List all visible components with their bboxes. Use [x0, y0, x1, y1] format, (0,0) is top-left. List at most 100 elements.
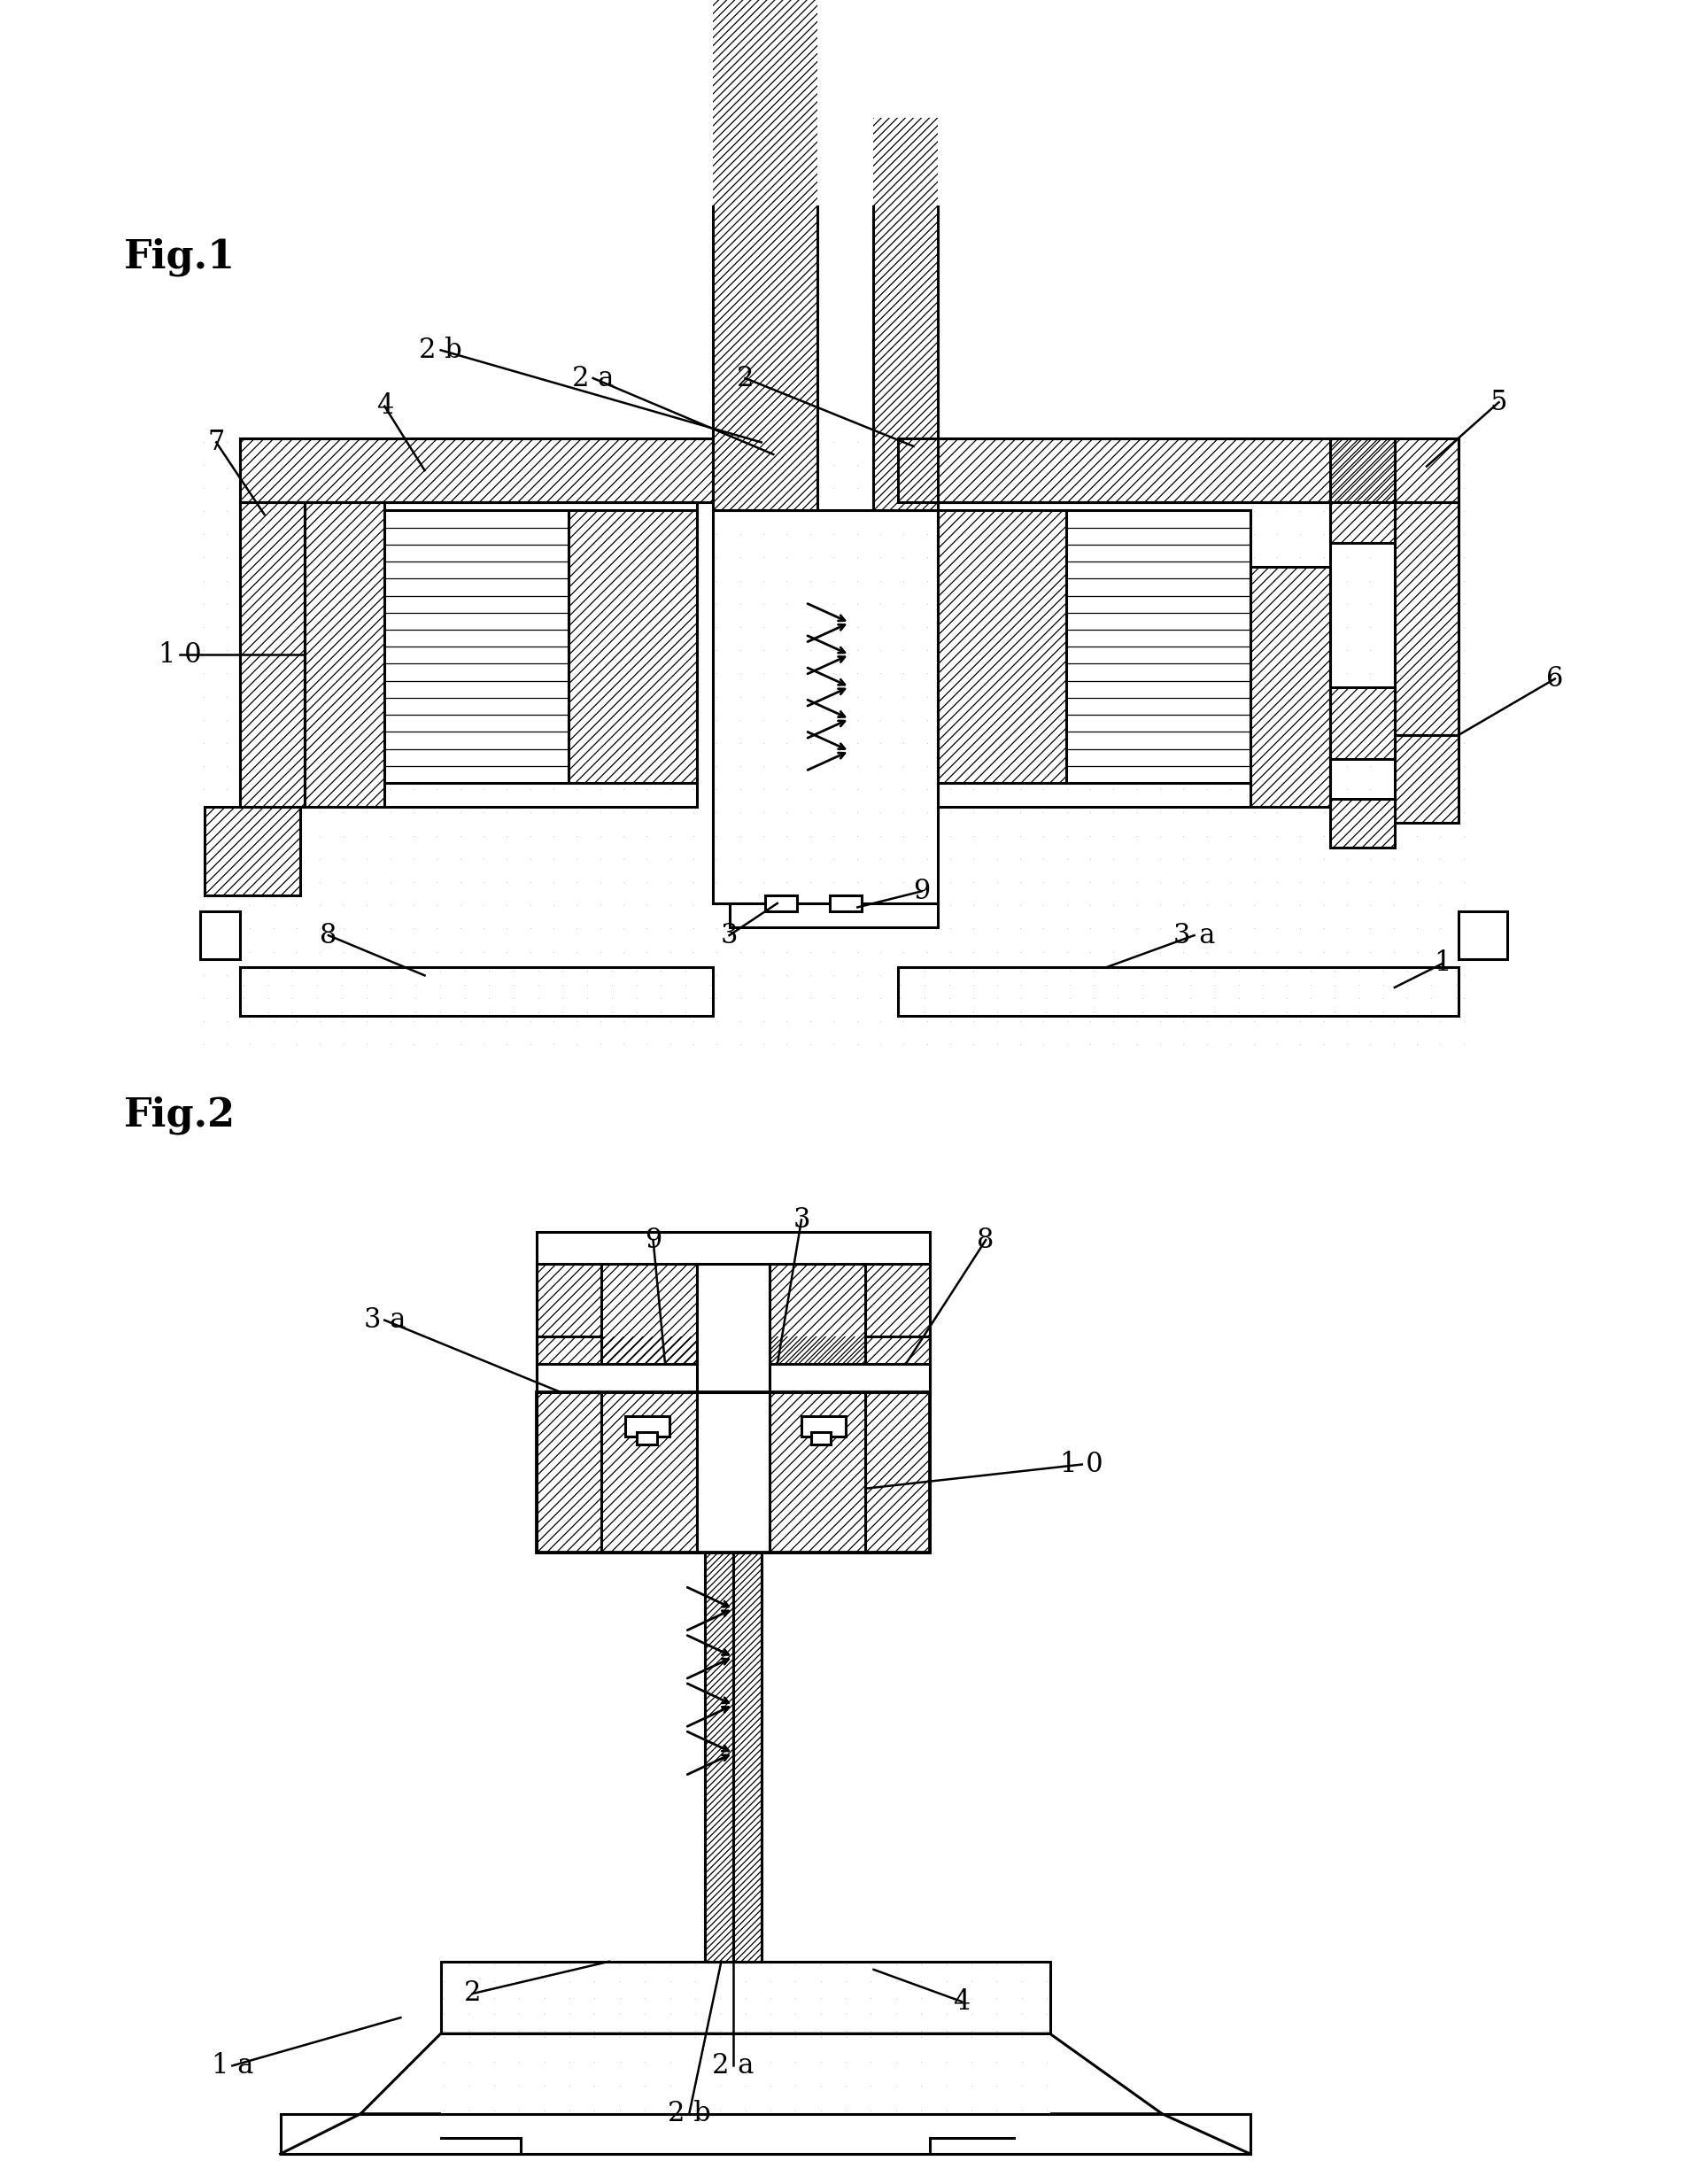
Text: 2: 2	[737, 365, 754, 391]
Bar	[240, 502, 304, 808]
Bar	[1331, 686, 1395, 760]
Bar	[240, 439, 714, 502]
Bar	[1395, 502, 1459, 736]
Text: 4: 4	[376, 393, 393, 419]
Bar	[1395, 502, 1459, 736]
Bar	[714, 0, 818, 511]
Bar	[897, 439, 1459, 502]
Text: Fig.1: Fig.1	[125, 238, 236, 277]
Bar	[811, 1433, 832, 1444]
Text: 5: 5	[1490, 389, 1508, 415]
Bar	[204, 808, 300, 895]
Bar	[440, 2033, 1049, 2114]
Bar	[536, 1337, 930, 1365]
Bar	[1250, 566, 1331, 808]
Bar	[729, 904, 938, 928]
Text: 3 a: 3 a	[364, 1306, 405, 1334]
Text: 2 a: 2 a	[712, 2053, 754, 2079]
Bar	[240, 502, 304, 808]
Bar	[769, 1265, 865, 1553]
Bar	[1331, 439, 1395, 542]
Bar	[240, 502, 304, 808]
Bar	[705, 1553, 734, 1961]
Bar	[280, 2114, 1250, 2153]
Bar	[897, 968, 1459, 1016]
Bar	[734, 1553, 761, 1961]
Bar	[714, 0, 818, 511]
Bar	[769, 1265, 865, 1553]
Bar	[1331, 799, 1395, 847]
Text: 1 0: 1 0	[159, 642, 202, 668]
Bar	[1250, 566, 1331, 808]
Text: 1 a: 1 a	[211, 2053, 253, 2079]
Bar	[638, 1433, 658, 1444]
Bar	[201, 439, 1466, 1048]
Bar	[204, 808, 300, 895]
Text: 2 a: 2 a	[572, 365, 614, 391]
Bar	[897, 968, 1459, 1016]
Bar	[714, 511, 938, 904]
Bar	[801, 1417, 845, 1437]
Text: 3: 3	[720, 922, 737, 950]
Text: 9: 9	[644, 1225, 661, 1254]
Bar	[705, 1553, 761, 1961]
Bar	[734, 1553, 761, 1961]
Bar	[240, 439, 714, 502]
Bar	[626, 1417, 670, 1437]
Bar	[766, 895, 798, 911]
Bar	[1395, 736, 1459, 823]
Bar	[536, 1393, 930, 1553]
Text: 3: 3	[793, 1206, 810, 1234]
Bar	[385, 511, 569, 784]
Bar	[536, 1337, 930, 1365]
Bar	[865, 1265, 930, 1553]
Bar	[304, 502, 385, 808]
Text: 7: 7	[208, 428, 224, 456]
Bar	[1066, 511, 1250, 784]
Bar	[601, 1265, 697, 1553]
Text: 1: 1	[1434, 950, 1451, 976]
Bar	[601, 1265, 697, 1553]
Bar	[897, 439, 1459, 502]
Bar	[1395, 736, 1459, 823]
Bar	[1395, 502, 1459, 736]
Bar	[697, 1265, 769, 1553]
Text: 3 a: 3 a	[1172, 922, 1215, 950]
Text: 2 b: 2 b	[668, 2101, 710, 2127]
Bar	[938, 502, 1331, 808]
Bar	[874, 118, 938, 511]
Bar	[569, 511, 697, 784]
Bar	[240, 968, 714, 1016]
Text: 6: 6	[1547, 666, 1564, 692]
Bar	[536, 1265, 601, 1553]
Text: 4: 4	[953, 1987, 970, 2016]
Bar	[536, 1265, 601, 1553]
Text: 2: 2	[464, 1981, 481, 2007]
Bar	[830, 895, 862, 911]
Bar	[240, 968, 714, 1016]
Bar	[1331, 439, 1395, 542]
Bar	[201, 911, 240, 959]
Bar	[1459, 911, 1506, 959]
Text: 8: 8	[977, 1225, 994, 1254]
Text: 8: 8	[321, 922, 337, 950]
Bar	[536, 1232, 930, 1393]
Bar	[705, 1553, 734, 1961]
Bar	[1331, 799, 1395, 847]
Text: 2 b: 2 b	[418, 336, 462, 365]
Bar	[304, 502, 385, 808]
Polygon shape	[361, 2033, 1162, 2114]
Bar	[569, 511, 697, 784]
Text: 9: 9	[913, 878, 930, 904]
Bar	[440, 1961, 1049, 2033]
Text: Fig.2: Fig.2	[125, 1096, 236, 1133]
Text: 1 0: 1 0	[1061, 1450, 1103, 1479]
Bar	[240, 439, 714, 502]
Bar	[897, 439, 1459, 502]
Bar	[304, 502, 697, 808]
Bar	[938, 511, 1066, 784]
Bar	[1331, 686, 1395, 760]
Bar	[938, 511, 1066, 784]
Bar	[865, 1265, 930, 1553]
Bar	[440, 1961, 1049, 2033]
